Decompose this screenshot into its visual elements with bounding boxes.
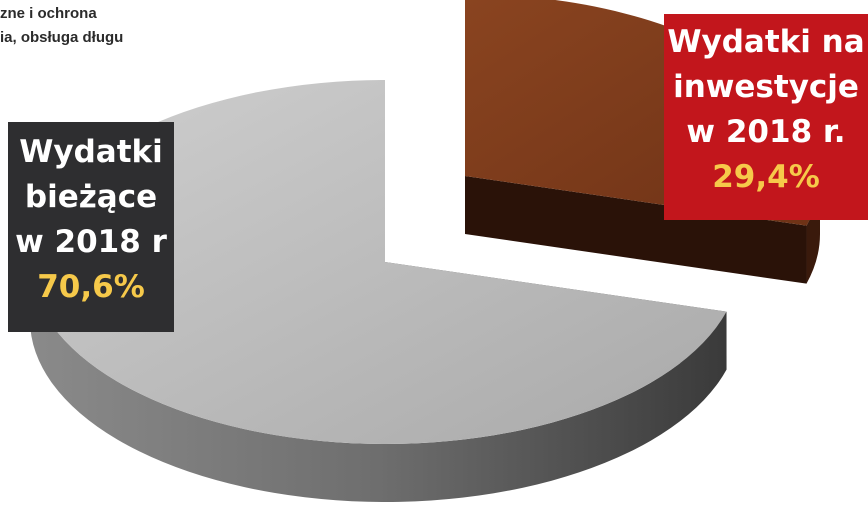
slice-current-top (30, 80, 727, 444)
label-investment-expenses: Wydatki na inwestycje w 2018 r. 29,4% (664, 14, 868, 220)
label-invest-line-2: inwestycje (673, 69, 859, 105)
corner-legend-text: zne i ochrona ia, obsługa długu (0, 2, 123, 50)
label-current-expenses: Wydatki bieżące w 2018 r 70,6% (8, 122, 174, 332)
label-invest-line-3: w 2018 r. (686, 114, 846, 150)
label-current-percent: 70,6% (37, 269, 145, 305)
label-invest-percent: 29,4% (712, 159, 820, 195)
corner-text-line-1: zne i ochrona (0, 5, 97, 22)
label-current-line-1: Wydatki (19, 134, 163, 170)
corner-text-line-2: ia, obsługa długu (0, 29, 124, 46)
slice-invest-radial-face (465, 176, 807, 284)
label-invest-line-1: Wydatki na (667, 24, 865, 60)
label-current-line-2: bieżące (24, 179, 158, 215)
slice-current-outer-wall (30, 262, 727, 503)
label-current-line-3: w 2018 r (15, 224, 167, 260)
